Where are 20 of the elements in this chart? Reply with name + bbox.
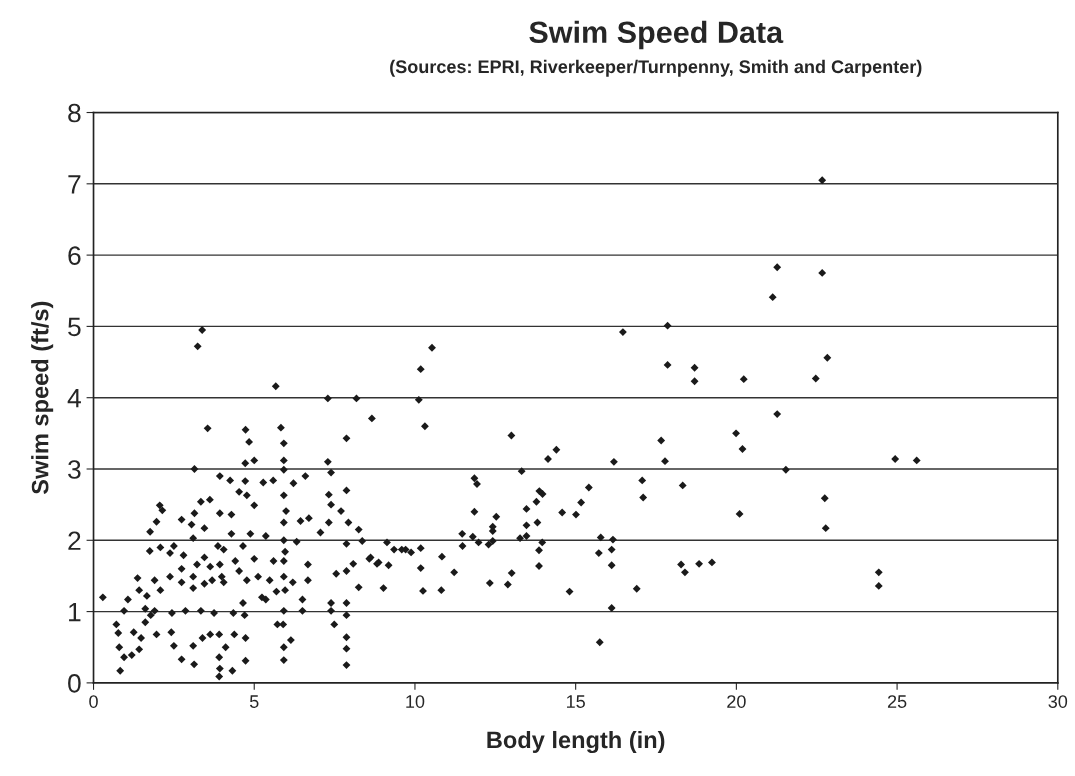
y-tick-label: 5 bbox=[68, 317, 81, 337]
chart-subtitle: (Sources: EPRI, Riverkeeper/Turnpenny, Smith and Carpenter) bbox=[390, 59, 922, 77]
y-tick-label: 3 bbox=[68, 460, 81, 479]
x-tick-label: 0 bbox=[89, 695, 98, 708]
y-tick-label: 0 bbox=[68, 674, 81, 693]
y-tick-label: 1 bbox=[69, 602, 81, 622]
y-tick-label: 8 bbox=[68, 103, 81, 123]
y-tick-label: 2 bbox=[68, 531, 81, 550]
x-tick-label: 10 bbox=[406, 695, 425, 708]
x-tick-label: 5 bbox=[249, 695, 259, 708]
y-axis-title: Swim speed (ft/s) bbox=[31, 301, 54, 495]
y-tick-label: 7 bbox=[68, 175, 81, 194]
x-tick-label: 20 bbox=[727, 695, 746, 708]
chart-title: Swim Speed Data bbox=[529, 20, 784, 50]
x-axis-title: Body length (in) bbox=[487, 730, 665, 754]
y-tick-label: 4 bbox=[67, 389, 81, 408]
y-tick-label: 6 bbox=[68, 246, 81, 265]
x-tick-label: 30 bbox=[1048, 695, 1068, 708]
x-tick-label: 25 bbox=[887, 695, 907, 708]
x-tick-label: 15 bbox=[567, 695, 585, 708]
